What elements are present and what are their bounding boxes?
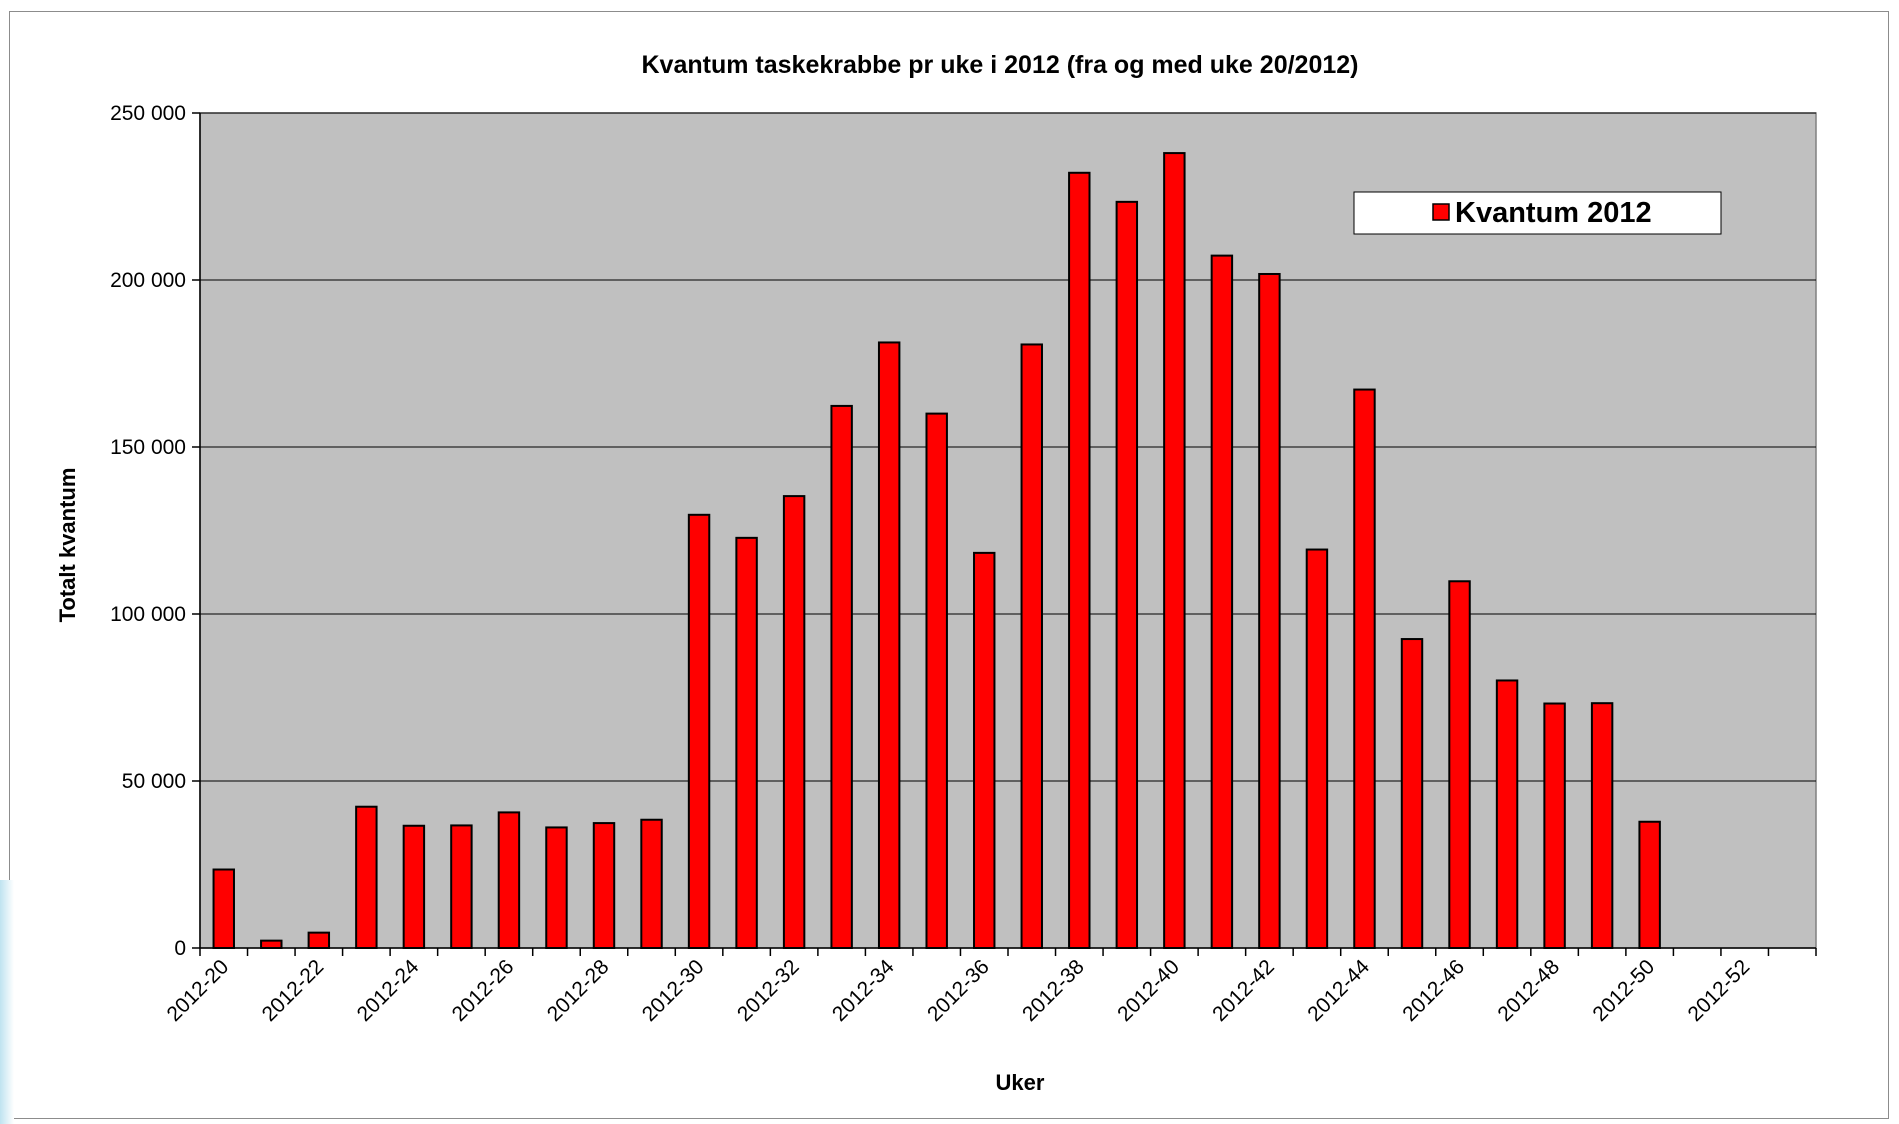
- decorative-edge-gradient: [0, 880, 14, 1124]
- bar-2012-32: [782, 495, 806, 949]
- x-axis: 2012-20 2012-22 2012-24 2012-26 2012-28 2012-…: [163, 947, 1817, 1026]
- x-tick-label: 2012-36: [923, 955, 994, 1026]
- bar-2012-33: [830, 404, 853, 949]
- bar-2012-42: [1258, 272, 1281, 950]
- y-tick-label: 150 000: [110, 436, 186, 459]
- bar-2012-21: [260, 939, 283, 949]
- y-axis: 0 50 000 100 000 150 000 200 000 250 000: [110, 102, 201, 960]
- x-tick-label: 2012-50: [1588, 955, 1659, 1026]
- legend: Kvantum 2012: [1353, 191, 1722, 235]
- bar-2012-47: [1495, 679, 1519, 949]
- bar-2012-29: [640, 818, 663, 950]
- legend-swatch: [1432, 203, 1450, 221]
- legend-box: [1353, 191, 1722, 235]
- bar-2012-26: [497, 811, 521, 949]
- legend-label: Kvantum 2012: [1455, 197, 1652, 229]
- x-tick-label: 2012-32: [733, 955, 804, 1026]
- bar-2012-45: [1400, 638, 1424, 949]
- bar-2012-50: [1638, 820, 1661, 949]
- bar-2012-46: [1448, 580, 1471, 949]
- bar-2012-40: [1163, 152, 1186, 949]
- x-tick-label: 2012-20: [163, 955, 234, 1026]
- bar-2012-43: [1305, 548, 1329, 950]
- plot-area: [199, 112, 1817, 949]
- x-axis-title: Uker: [996, 1070, 1045, 1095]
- x-tick-label: 2012-42: [1208, 955, 1279, 1026]
- bar-2012-28: [592, 822, 616, 949]
- bar-2012-27: [545, 826, 568, 950]
- bar-2012-23: [355, 805, 378, 950]
- x-tick-label: 2012-22: [258, 955, 329, 1026]
- x-tick-label: 2012-34: [828, 955, 899, 1026]
- x-tick-label: 2012-26: [448, 955, 519, 1026]
- x-tick-label: 2012-40: [1113, 955, 1184, 1026]
- bar-2012-37: [1020, 343, 1043, 950]
- bar-2012-38: [1068, 171, 1091, 949]
- x-tick-label: 2012-38: [1018, 955, 1089, 1026]
- x-tick-label: 2012-48: [1493, 955, 1564, 1026]
- x-tick-label: 2012-30: [638, 955, 709, 1026]
- bar-2012-41: [1210, 254, 1234, 950]
- x-tick-label: 2012-28: [543, 955, 614, 1026]
- bar-2012-49: [1590, 702, 1614, 949]
- y-tick-label: 0: [174, 937, 186, 960]
- y-tick-label: 250 000: [110, 102, 186, 125]
- x-tick-label: 2012-46: [1398, 955, 1469, 1026]
- bar-2012-34: [877, 341, 901, 949]
- bar-2012-24: [402, 824, 426, 949]
- x-tick-label: 2012-24: [353, 955, 424, 1026]
- gridlines: [200, 112, 1816, 782]
- bar-2012-20: [212, 868, 235, 950]
- x-tick-label: 2012-44: [1303, 955, 1374, 1026]
- bars: [212, 152, 1661, 950]
- bar-2012-39: [1115, 200, 1139, 949]
- bar-2012-48: [1543, 702, 1566, 950]
- y-tick-label: 200 000: [110, 269, 186, 292]
- y-tick-label: 100 000: [110, 603, 186, 626]
- y-axis-title: Totalt kvantum: [55, 468, 80, 623]
- y-tick-label: 50 000: [122, 770, 186, 793]
- bar-2012-30: [687, 513, 711, 949]
- chart-title: Kvantum taskekrabbe pr uke i 2012 (fra o…: [642, 51, 1359, 79]
- bar-2012-25: [450, 824, 473, 949]
- bar-2012-31: [735, 536, 758, 950]
- bar-2012-22: [307, 931, 331, 949]
- bar-2012-35: [925, 412, 948, 950]
- bar-2012-36: [973, 551, 996, 949]
- x-tick-label: 2012-52: [1683, 955, 1754, 1026]
- bar-2012-44: [1353, 388, 1376, 949]
